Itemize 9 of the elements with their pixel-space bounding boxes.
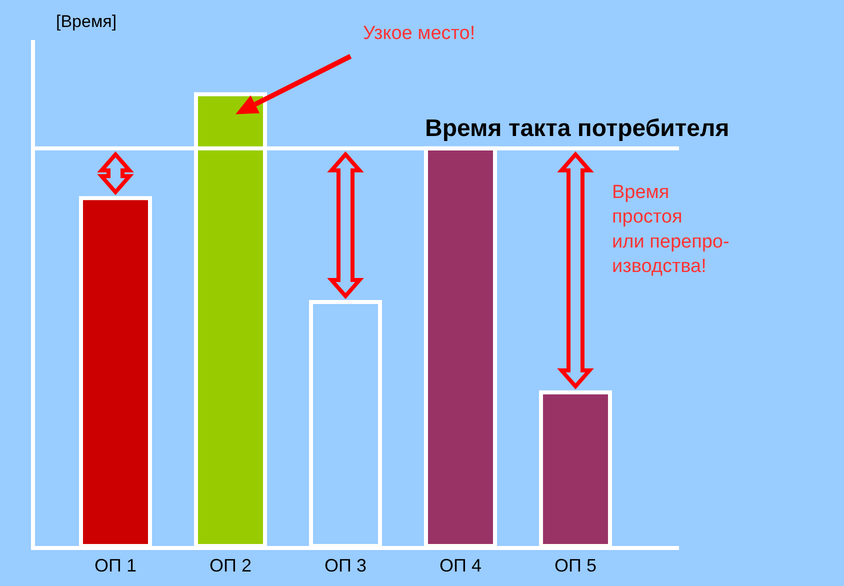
text: Узкое место! — [363, 23, 476, 44]
x-tick-label: ОП 4 — [440, 556, 482, 576]
x-tick-label: ОП 5 — [554, 556, 596, 576]
x-tick-label: ОП 2 — [210, 556, 252, 576]
y-axis-title: [Время] — [56, 12, 117, 31]
ref-line-label: Время такта потребителя — [425, 115, 730, 142]
x-tick-label: ОП 1 — [94, 556, 136, 576]
annotation: Время простоя или перепро- изводства! — [612, 182, 730, 278]
x-tick-label: ОП 3 — [324, 556, 366, 576]
